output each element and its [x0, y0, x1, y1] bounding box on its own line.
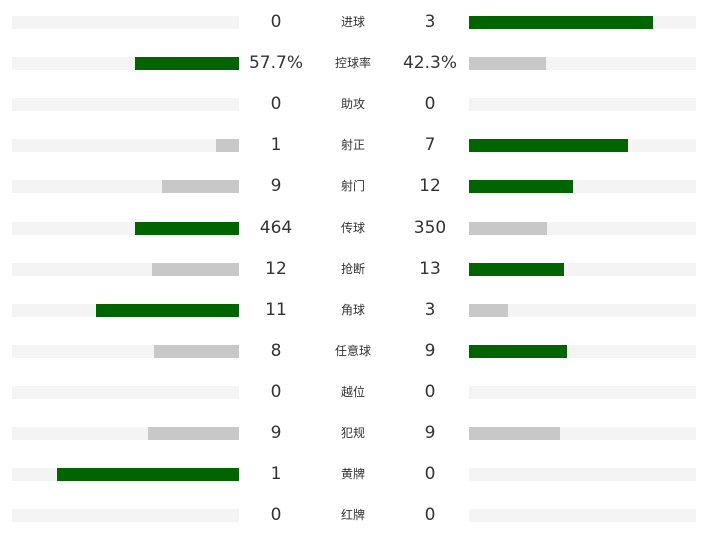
away-value: 0	[424, 381, 436, 402]
away-bar-track	[469, 180, 696, 194]
home-bar-track	[12, 221, 239, 235]
home-value: 0	[270, 12, 282, 32]
home-bar-fill	[152, 262, 239, 276]
away-value: 12	[419, 176, 441, 197]
away-bar-fill	[469, 180, 573, 194]
home-bar-track	[12, 98, 239, 112]
away-value: 3	[424, 299, 436, 320]
stat-row: 1 射正 7	[0, 125, 720, 166]
home-bar-track	[12, 468, 239, 482]
away-bar-fill	[469, 16, 653, 29]
away-bar-track	[469, 262, 696, 276]
stat-row: 11 角球 3	[0, 290, 720, 331]
home-bar-track	[12, 385, 239, 399]
away-bar-track	[469, 509, 696, 523]
away-bar-track	[469, 57, 696, 71]
away-bar-track	[469, 98, 696, 112]
home-bar-fill	[148, 427, 239, 440]
home-value: 1	[270, 135, 282, 156]
home-bar-track	[12, 262, 239, 276]
stat-label: 进球	[340, 15, 365, 29]
away-value: 0	[424, 505, 436, 526]
away-bar-fill	[469, 344, 567, 358]
away-value: 7	[424, 135, 436, 156]
stat-label: 助攻	[340, 97, 365, 112]
away-value: 3	[424, 12, 436, 32]
away-bar-track	[469, 303, 696, 317]
home-bar-track	[12, 57, 239, 71]
away-value: 0	[424, 464, 436, 485]
home-value: 57.7%	[248, 53, 303, 74]
stat-row: 9 犯规 9	[0, 413, 720, 454]
stat-label: 越位	[340, 384, 365, 399]
home-bar-track	[12, 427, 239, 440]
stat-label: 控球率	[334, 56, 371, 71]
away-bar-fill	[469, 262, 564, 276]
home-bar-track	[12, 303, 239, 317]
stat-row: 0 越位 0	[0, 372, 720, 413]
away-bar-track	[469, 139, 696, 153]
home-bar-track	[12, 344, 239, 358]
stat-label: 传球	[340, 220, 365, 235]
away-bar-track	[469, 385, 696, 399]
stat-label: 红牌	[340, 508, 365, 523]
away-bar-fill	[469, 303, 508, 317]
away-bar-fill	[469, 139, 628, 153]
stat-label: 黄牌	[340, 467, 365, 482]
stat-row: 0 红牌 0	[0, 495, 720, 536]
away-value: 0	[424, 94, 436, 115]
home-bar-fill	[135, 57, 239, 71]
away-value: 9	[424, 340, 436, 361]
stat-label: 射正	[340, 138, 365, 153]
away-bar-fill	[469, 57, 546, 71]
away-value: 13	[419, 258, 441, 279]
home-value: 9	[270, 423, 282, 443]
home-bar-fill	[96, 303, 239, 317]
home-bar-track	[12, 16, 239, 29]
home-bar-track	[12, 180, 239, 194]
home-value: 9	[270, 176, 282, 197]
away-bar-track	[469, 344, 696, 358]
home-bar-fill	[135, 221, 239, 235]
away-bar-track	[469, 427, 696, 440]
stat-label: 犯规	[340, 426, 365, 440]
home-value: 11	[265, 299, 287, 320]
stat-row: 464 传球 350	[0, 208, 720, 249]
stat-row: 12 抢断 13	[0, 249, 720, 290]
home-value: 0	[270, 505, 282, 526]
away-value: 350	[413, 217, 447, 238]
stat-row: 0 进球 3	[0, 2, 720, 43]
away-bar-track	[469, 468, 696, 482]
home-bar-track	[12, 139, 239, 153]
stat-label: 射门	[340, 179, 365, 194]
home-bar-fill	[162, 180, 239, 194]
home-value: 12	[265, 258, 287, 279]
away-bar-track	[469, 221, 696, 235]
home-bar-fill	[154, 344, 239, 358]
away-bar-track	[469, 16, 696, 29]
home-value: 464	[259, 217, 293, 238]
stat-row: 0 助攻 0	[0, 84, 720, 125]
stat-label: 任意球	[334, 343, 371, 358]
home-bar-fill	[216, 139, 239, 153]
home-bar-track	[12, 509, 239, 523]
home-value: 0	[270, 94, 282, 115]
away-value: 9	[424, 423, 436, 443]
away-bar-fill	[469, 221, 547, 235]
home-value: 1	[270, 464, 282, 485]
away-bar-fill	[469, 427, 560, 440]
away-value: 42.3%	[402, 53, 457, 74]
stat-label: 角球	[340, 302, 365, 317]
stat-row: 1 黄牌 0	[0, 454, 720, 495]
stat-row: 9 射门 12	[0, 166, 720, 207]
home-bar-fill	[57, 468, 239, 482]
stat-row: 57.7% 控球率 42.3%	[0, 43, 720, 84]
home-value: 8	[270, 340, 282, 361]
home-value: 0	[270, 381, 282, 402]
stat-row: 8 任意球 9	[0, 331, 720, 372]
stat-label: 抢断	[340, 261, 365, 276]
